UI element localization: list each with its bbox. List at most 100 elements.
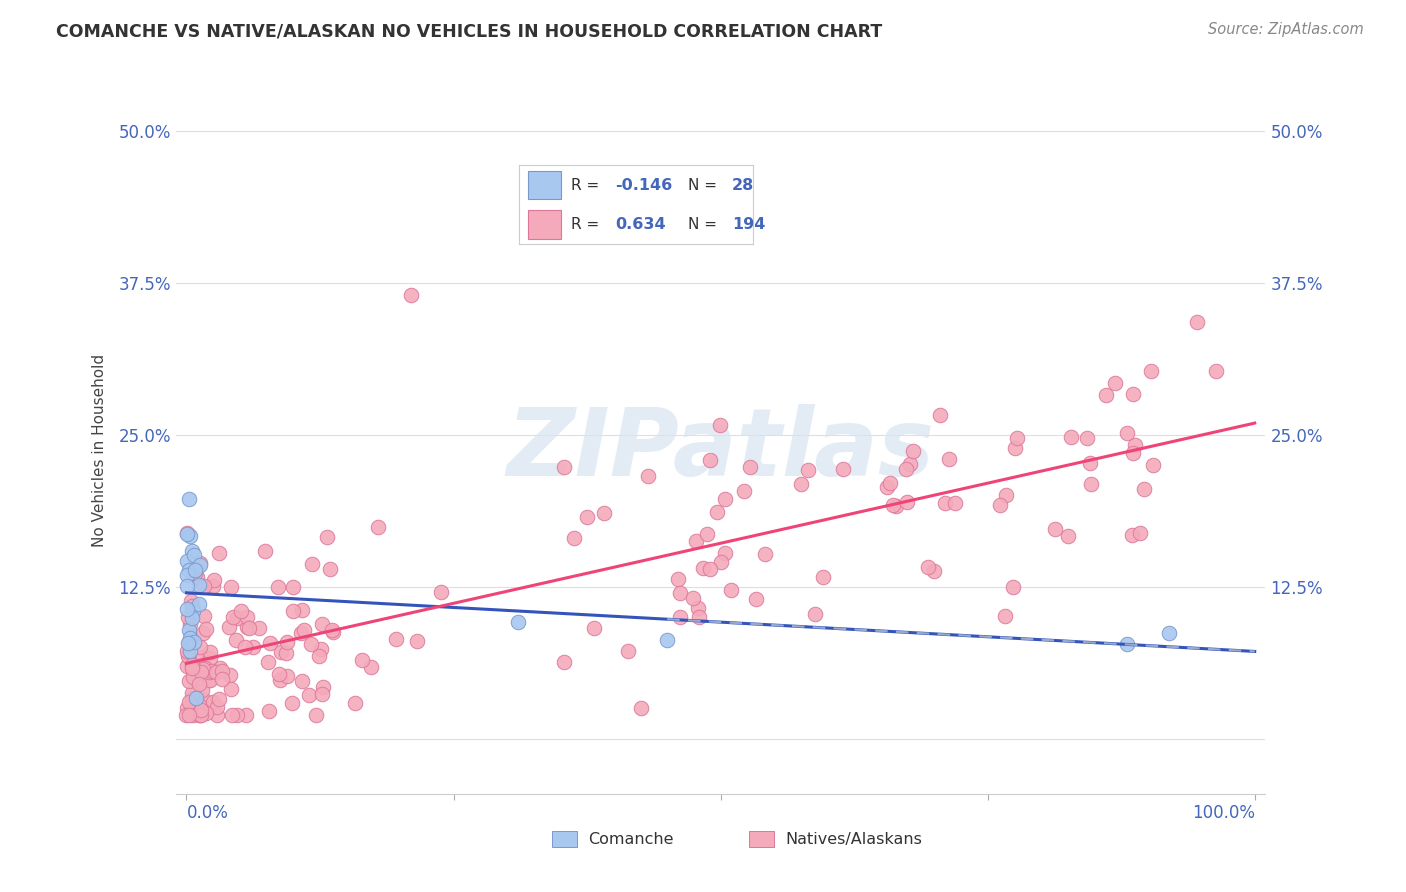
Point: [188, 707, 211, 722]
Point: [180, 630, 202, 644]
Point: [1043, 522, 1066, 536]
Point: [1104, 376, 1126, 390]
Point: [257, 655, 280, 669]
Point: [1132, 483, 1154, 497]
Point: [179, 616, 201, 631]
Point: [177, 610, 200, 624]
Point: [201, 664, 224, 678]
Point: [219, 667, 242, 681]
Point: [901, 444, 924, 458]
Point: [682, 591, 704, 605]
Text: 0.0%: 0.0%: [187, 804, 228, 822]
Point: [181, 670, 204, 684]
Point: [194, 661, 217, 675]
Point: [309, 641, 332, 656]
Point: [247, 621, 270, 635]
Point: [1005, 431, 1028, 445]
Point: [352, 653, 374, 667]
Point: [180, 611, 202, 625]
Point: [290, 673, 312, 688]
Point: [714, 491, 737, 506]
Point: [183, 549, 205, 563]
Point: [238, 621, 260, 635]
Point: [191, 662, 214, 676]
Point: [924, 564, 946, 578]
Point: [709, 417, 731, 432]
Point: [797, 462, 820, 476]
Point: [884, 499, 907, 513]
Point: [298, 689, 321, 703]
Point: [208, 661, 231, 675]
Point: [1185, 315, 1208, 329]
Point: [1057, 529, 1080, 543]
Point: [187, 698, 209, 712]
Point: [233, 640, 256, 654]
Point: [202, 695, 225, 709]
Point: [882, 498, 904, 512]
Point: [188, 677, 211, 691]
Point: [943, 496, 966, 510]
Point: [1122, 445, 1144, 459]
Point: [669, 609, 692, 624]
Point: [229, 604, 252, 618]
Point: [176, 578, 198, 592]
Point: [305, 707, 328, 722]
Point: [190, 703, 212, 717]
Point: [637, 469, 659, 483]
Point: [269, 673, 291, 687]
Point: [669, 586, 692, 600]
Text: R =: R =: [571, 217, 603, 232]
Point: [740, 460, 762, 475]
Point: [1123, 438, 1146, 452]
Point: [714, 546, 737, 560]
Point: [593, 506, 616, 520]
Point: [177, 563, 200, 577]
Point: [186, 570, 208, 584]
Point: [180, 543, 202, 558]
Point: [198, 673, 221, 688]
Text: ZIPatlas: ZIPatlas: [506, 404, 935, 497]
Text: Comanche: Comanche: [588, 832, 673, 847]
Point: [198, 673, 221, 688]
Point: [193, 608, 215, 623]
Point: [181, 701, 204, 715]
Point: [804, 607, 827, 621]
Point: [176, 644, 198, 658]
Point: [630, 701, 652, 715]
Point: [181, 599, 204, 613]
Point: [198, 665, 221, 680]
Point: [181, 661, 204, 675]
Point: [385, 632, 408, 647]
Point: [290, 625, 312, 640]
Point: [226, 611, 249, 625]
Point: [281, 604, 304, 618]
Point: [1078, 456, 1101, 470]
Point: [183, 604, 205, 618]
Point: [720, 583, 742, 598]
Point: [879, 475, 901, 490]
Point: [894, 462, 917, 476]
Point: [1122, 386, 1144, 401]
Point: [190, 659, 212, 673]
Point: [180, 594, 202, 608]
Point: [276, 635, 298, 649]
Point: [988, 498, 1011, 512]
Point: [176, 527, 198, 541]
Point: [191, 683, 214, 698]
Point: [733, 483, 755, 498]
Point: [405, 634, 427, 648]
Point: [222, 610, 245, 624]
Bar: [529, 211, 561, 239]
Point: [176, 567, 198, 582]
Point: [208, 546, 231, 560]
Point: [657, 632, 679, 647]
Point: [744, 592, 766, 607]
Point: [267, 667, 290, 681]
Point: [583, 621, 606, 635]
Point: [235, 609, 257, 624]
Point: [319, 562, 342, 576]
Point: [292, 624, 315, 638]
Point: [898, 457, 921, 471]
Text: 194: 194: [733, 217, 765, 232]
Point: [236, 620, 259, 634]
